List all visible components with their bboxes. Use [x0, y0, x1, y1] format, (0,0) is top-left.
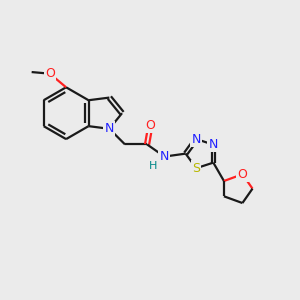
Text: N: N	[208, 138, 218, 151]
Text: O: O	[238, 168, 248, 181]
Text: N: N	[191, 133, 201, 146]
Text: O: O	[146, 119, 155, 132]
Text: O: O	[45, 67, 55, 80]
Text: S: S	[192, 162, 200, 175]
Text: N: N	[160, 150, 169, 163]
Text: N: N	[105, 122, 114, 135]
Text: H: H	[149, 161, 158, 171]
